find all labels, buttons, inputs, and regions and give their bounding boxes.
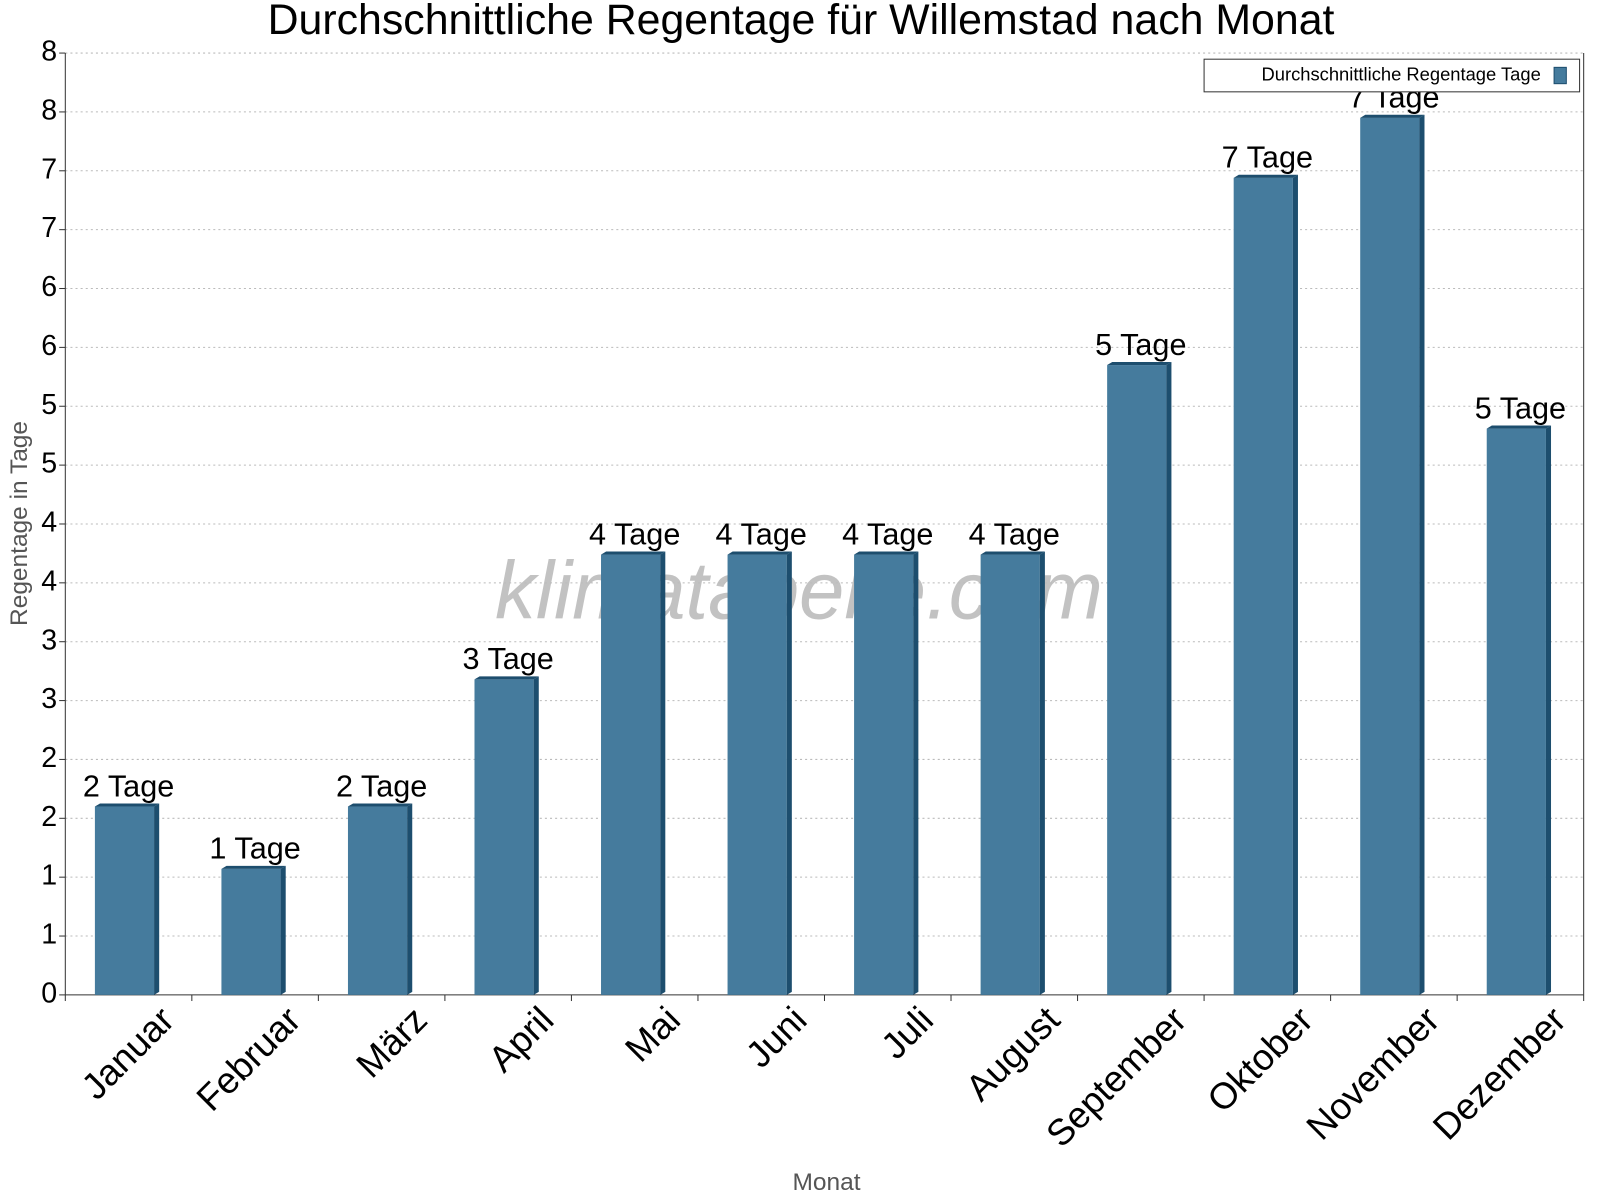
bar-top: [854, 551, 919, 555]
bar: [474, 679, 534, 995]
bar: [1486, 428, 1546, 995]
bar-top: [474, 676, 539, 680]
y-tick-label: 1: [41, 919, 57, 951]
bar-top: [980, 551, 1045, 555]
value-label: 4 Tage: [842, 517, 933, 551]
bar-side: [1545, 425, 1552, 995]
value-label: 4 Tage: [589, 517, 680, 551]
bar-side: [154, 803, 160, 995]
bar: [1360, 117, 1420, 995]
y-tick-label: 5: [41, 389, 57, 421]
x-tick-label: Oktober: [1199, 999, 1320, 1120]
value-label: 5 Tage: [1475, 391, 1566, 425]
y-axis-label: Regentage in Tage: [6, 421, 33, 626]
x-tick-label: August: [958, 999, 1068, 1109]
x-tick-label: März: [348, 999, 435, 1086]
bar: [727, 554, 787, 995]
y-tick-label: 4: [41, 507, 57, 539]
y-tick-label: 5: [41, 448, 57, 480]
y-tick-label: 8: [41, 36, 57, 68]
x-tick-label: Januar: [74, 999, 182, 1107]
legend-label: Durchschnittliche Regentage Tage: [1262, 63, 1541, 84]
bar-top: [221, 865, 286, 869]
y-tick-label: 4: [41, 565, 57, 597]
bar-side: [533, 676, 539, 995]
bar: [221, 868, 281, 995]
y-tick-label: 7: [41, 212, 57, 244]
y-tick-label: 3: [41, 624, 57, 656]
bar-top: [1233, 174, 1298, 178]
legend-box: [1203, 58, 1581, 93]
bar-side: [280, 865, 286, 995]
y-tick-label: 3: [41, 683, 57, 715]
y-tick-label: 2: [41, 801, 57, 833]
value-label: 2 Tage: [83, 769, 174, 803]
x-tick-label: Juli: [873, 999, 941, 1067]
bar: [854, 554, 914, 995]
bar-side: [1419, 114, 1425, 995]
x-tick-label: April: [481, 999, 562, 1080]
bar-top: [727, 551, 792, 555]
bar-side: [786, 551, 792, 995]
bar: [601, 554, 661, 995]
bar-top: [601, 551, 666, 555]
legend-swatch: [1553, 66, 1567, 85]
x-axis-label: Monat: [793, 1169, 861, 1196]
x-tick-label: Juni: [738, 999, 815, 1076]
bar-side: [407, 803, 413, 995]
y-tick-label: 2: [41, 742, 57, 774]
value-label: 2 Tage: [336, 769, 427, 803]
bar-side: [1292, 174, 1298, 995]
bar-side: [1039, 551, 1045, 995]
y-tick-label: 1: [41, 860, 57, 892]
bar-side: [1166, 361, 1172, 995]
bar: [94, 806, 155, 995]
value-label: 5 Tage: [1095, 328, 1186, 362]
value-label: 4 Tage: [969, 517, 1060, 551]
x-tick-label: November: [1298, 999, 1447, 1148]
bar-top: [347, 803, 413, 807]
y-tick-label: 0: [41, 977, 57, 1009]
y-tick-label: 6: [41, 271, 57, 303]
bar-side: [913, 551, 919, 995]
bar: [347, 806, 408, 995]
x-tick-label: Mai: [617, 999, 688, 1070]
bar-top: [1107, 361, 1172, 366]
value-label: 4 Tage: [716, 517, 807, 551]
y-tick-label: 8: [41, 94, 57, 126]
bar-top: [1486, 425, 1552, 429]
bar-side: [660, 551, 666, 995]
value-label: 3 Tage: [462, 642, 553, 676]
bar: [980, 554, 1040, 995]
chart-title: Durchschnittliche Regentage für Willemst…: [268, 0, 1335, 44]
value-label: 7 Tage: [1222, 141, 1313, 175]
value-label: 1 Tage: [209, 832, 300, 866]
bar: [1233, 177, 1293, 995]
bar: [1107, 365, 1167, 995]
x-tick-label: Februar: [189, 999, 309, 1119]
bar-top: [1360, 114, 1425, 118]
y-tick-label: 6: [41, 330, 57, 362]
bar-top: [94, 803, 160, 807]
y-tick-label: 7: [41, 153, 57, 185]
x-tick-label: Dezember: [1425, 999, 1574, 1148]
